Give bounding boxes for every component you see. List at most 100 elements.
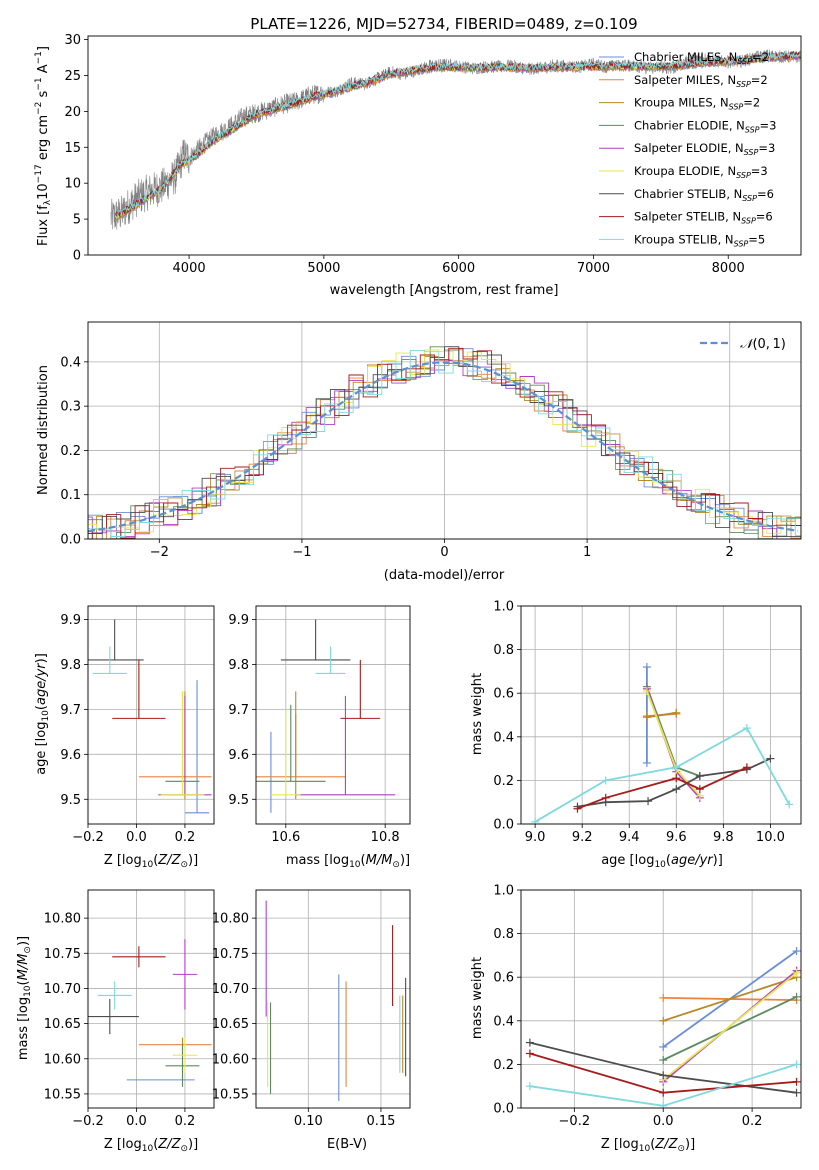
weight-z-ylabel: mass weight xyxy=(470,957,485,1039)
y-tick-label: 0.4 xyxy=(493,730,514,745)
scatter-plot-area xyxy=(88,939,212,1087)
legend-label: Kroupa MILES, NSSP=2 xyxy=(634,96,760,112)
y-tick-label: 0.8 xyxy=(493,927,514,942)
y-tick-label: 10.80 xyxy=(212,912,249,927)
x-tick-label: 7000 xyxy=(577,261,610,276)
axes-frame xyxy=(87,889,215,1109)
residuals-ylabel: Normed distribution xyxy=(36,365,51,495)
x-tick-label: 0.2 xyxy=(175,830,196,845)
axes-frame xyxy=(87,35,802,256)
axes-frame xyxy=(87,605,215,825)
x-tick-label: 2 xyxy=(726,545,734,560)
axes-frame xyxy=(255,605,411,825)
x-tick-label: 0.15 xyxy=(366,1114,395,1129)
y-tick-label: 0.6 xyxy=(493,687,514,702)
x-tick-label: 5000 xyxy=(307,261,340,276)
y-tick-label: 10.60 xyxy=(212,1052,249,1067)
y-tick-label: 10.55 xyxy=(212,1087,249,1102)
age-z-ylabel: age [log10(age/yr)] xyxy=(34,653,51,775)
y-tick-label: 9.8 xyxy=(60,658,81,673)
y-tick-label: 9.9 xyxy=(60,613,81,628)
y-tick-label: 9.5 xyxy=(228,793,249,808)
spectrum-title: PLATE=1226, MJD=52734, FIBERID=0489, z=0… xyxy=(250,15,637,33)
axes-frame xyxy=(520,605,802,825)
legend-label: Chabrier STELIB, NSSP=6 xyxy=(634,187,774,203)
x-tick-label: 9.8 xyxy=(713,830,734,845)
x-tick-label: 0.0 xyxy=(653,1114,674,1129)
y-tick-label: 10.65 xyxy=(44,1017,81,1032)
spectrum-model-line xyxy=(114,51,801,217)
x-tick-label: 0.10 xyxy=(294,1114,323,1129)
axes-frame xyxy=(87,321,802,540)
weight-vs-age-panel: age [log10(age/yr)] mass weight 9.0 9.2 9.… xyxy=(470,600,802,870)
scatter-plot-area xyxy=(88,619,212,814)
y-tick-label: 10.75 xyxy=(212,947,249,962)
age-mass-xlabel: mass [log10(M/M⊙)] xyxy=(286,853,410,870)
weight-vs-z-panel: Z [log10(Z/Z⊙)] mass weight −0.2 0.0 0.2 0.… xyxy=(470,884,802,1154)
y-tick-label: 0.0 xyxy=(493,818,514,833)
legend-label: Kroupa ELODIE, NSSP=3 xyxy=(634,164,768,180)
x-tick-label: 0.0 xyxy=(126,1114,147,1129)
residuals-panel: (data-model)/error Normed distribution −… xyxy=(36,321,802,583)
y-tick-label: 10.80 xyxy=(44,912,81,927)
histogram-step xyxy=(88,349,801,538)
x-tick-label: −0.2 xyxy=(559,1114,591,1129)
spectrum-panel: PLATE=1226, MJD=52734, FIBERID=0489, z=0… xyxy=(34,15,802,298)
y-tick-label: 10.75 xyxy=(44,947,81,962)
y-tick-label: 10 xyxy=(64,177,81,192)
legend-label: Chabrier MILES, NSSP=2 xyxy=(634,50,769,66)
x-tick-label: 1 xyxy=(583,545,591,560)
age-vs-z-panel: Z [log10(Z/Z⊙)] age [log10(age/yr)] −0.2… xyxy=(34,605,215,870)
y-tick-label: 10.60 xyxy=(44,1052,81,1067)
weight-plot-area xyxy=(531,663,794,824)
y-tick-label: 10.70 xyxy=(212,982,249,997)
y-tick-label: 9.9 xyxy=(228,613,249,628)
weight-line xyxy=(534,726,790,823)
x-tick-label: 0.2 xyxy=(175,1114,196,1129)
gaussian-curve xyxy=(88,361,799,533)
mass-z-xlabel: Z [log10(Z/Z⊙)] xyxy=(104,1137,198,1154)
x-tick-label: 6000 xyxy=(442,261,475,276)
y-tick-label: 15 xyxy=(64,141,81,156)
weight-age-xlabel: age [log10(age/yr)] xyxy=(601,853,723,870)
y-tick-label: 9.6 xyxy=(60,748,81,763)
y-tick-label: 10.55 xyxy=(44,1087,81,1102)
x-tick-label: −2 xyxy=(150,545,169,560)
y-tick-label: 0.6 xyxy=(493,971,514,986)
histogram-step xyxy=(88,349,801,537)
legend-label: Salpeter MILES, NSSP=2 xyxy=(634,73,768,89)
y-tick-label: 9.5 xyxy=(60,793,81,808)
weight-line xyxy=(646,711,677,719)
y-tick-label: 1.0 xyxy=(493,884,514,899)
mass-vs-z-panel: Z [log10(Z/Z⊙)] mass [log10(M/M⊙)] −0.2 0… xyxy=(16,889,215,1154)
weight-z-xlabel: Z [log10(Z/Z⊙)] xyxy=(601,1137,695,1154)
x-tick-label: 9.0 xyxy=(525,830,546,845)
x-tick-label: 10.6 xyxy=(271,830,300,845)
legend-label: Salpeter STELIB, NSSP=6 xyxy=(634,210,773,226)
x-tick-label: 10.8 xyxy=(371,830,400,845)
weight-age-ylabel: mass weight xyxy=(470,673,485,755)
y-tick-label: 0.1 xyxy=(60,488,81,503)
mass-z-ylabel: mass [log10(M/M⊙)] xyxy=(16,936,33,1060)
y-tick-label: 0.2 xyxy=(60,444,81,459)
y-tick-label: 0.8 xyxy=(493,643,514,658)
legend-label: 𝒩(0, 1) xyxy=(740,337,786,352)
y-tick-label: 9.6 xyxy=(228,748,249,763)
weight-line xyxy=(662,972,798,1081)
y-tick-label: 0.0 xyxy=(60,533,81,548)
histogram-step xyxy=(88,346,801,538)
mass-ebv-xlabel: E(B-V) xyxy=(327,1137,367,1152)
spectrum-xlabel: wavelength [Angstrom, rest frame] xyxy=(330,283,559,298)
y-tick-label: 10.70 xyxy=(44,982,81,997)
x-tick-label: 9.2 xyxy=(572,830,593,845)
y-tick-label: 10.65 xyxy=(212,1017,249,1032)
x-tick-label: 8000 xyxy=(712,261,745,276)
y-tick-label: 9.7 xyxy=(60,703,81,718)
y-tick-label: 0.4 xyxy=(60,355,81,370)
spectrum-plot-area xyxy=(110,49,801,230)
histogram-step xyxy=(88,347,801,539)
y-tick-label: 20 xyxy=(64,105,81,120)
x-tick-label: 9.6 xyxy=(666,830,687,845)
legend-label: Salpeter ELODIE, NSSP=3 xyxy=(634,141,775,157)
y-tick-label: 0 xyxy=(73,249,81,264)
